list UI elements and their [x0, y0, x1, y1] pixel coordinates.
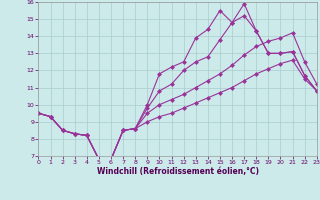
X-axis label: Windchill (Refroidissement éolien,°C): Windchill (Refroidissement éolien,°C)	[97, 167, 259, 176]
